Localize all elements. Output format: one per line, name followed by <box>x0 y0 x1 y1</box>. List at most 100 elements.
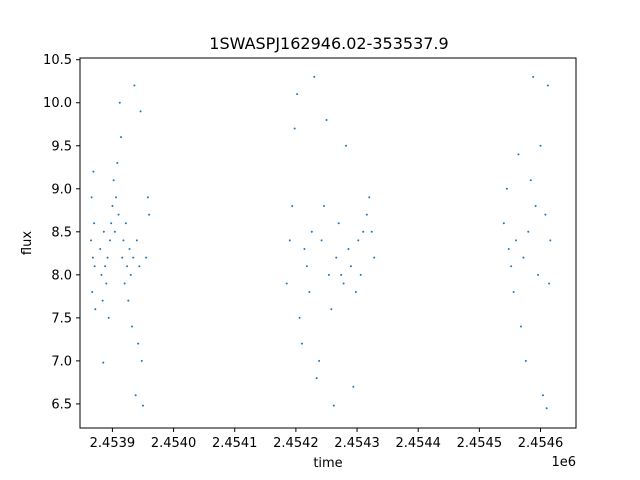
data-point <box>112 179 115 182</box>
data-point <box>519 325 522 328</box>
y-tick-label: 7.0 <box>51 354 72 369</box>
data-point <box>101 299 104 302</box>
data-point <box>106 256 109 259</box>
data-point <box>332 404 335 407</box>
data-point <box>537 273 540 276</box>
data-point <box>130 325 133 328</box>
data-point <box>118 101 121 104</box>
data-point <box>285 282 288 285</box>
x-tick-label: 2.4545 <box>457 436 503 451</box>
data-point <box>303 248 306 251</box>
y-axis-label: flux <box>20 231 35 255</box>
data-point <box>127 299 130 302</box>
data-point <box>129 273 132 276</box>
data-point <box>93 222 96 225</box>
y-axis: 6.5 7.0 7.5 8.0 8.5 9.0 9.5 10.0 10.5 <box>43 53 80 412</box>
data-point <box>362 230 365 233</box>
data-point <box>320 239 323 242</box>
data-point <box>510 265 513 268</box>
data-point <box>145 256 148 259</box>
data-point <box>107 316 110 319</box>
x-tick-label: 2.4544 <box>395 436 441 451</box>
y-tick-label: 10.0 <box>43 96 72 111</box>
data-point <box>507 248 510 251</box>
data-point <box>100 273 103 276</box>
x-offset-label: 1e6 <box>551 455 576 470</box>
data-point <box>524 359 527 362</box>
data-point <box>546 84 549 87</box>
data-point <box>113 230 116 233</box>
data-point <box>548 282 551 285</box>
data-point <box>296 93 299 96</box>
data-point <box>342 282 345 285</box>
data-point <box>301 342 304 345</box>
data-point <box>527 230 530 233</box>
data-point <box>330 308 333 311</box>
data-point <box>370 230 373 233</box>
data-point <box>139 110 142 113</box>
data-point <box>327 273 330 276</box>
chart-title: 1SWASPJ162946.02-353537.9 <box>209 34 448 53</box>
data-point <box>545 407 548 410</box>
data-point <box>544 213 547 216</box>
data-point <box>133 84 136 87</box>
data-point <box>91 256 94 259</box>
data-point <box>94 308 97 311</box>
data-point <box>541 394 544 397</box>
data-point <box>148 213 151 216</box>
y-tick-label: 6.5 <box>51 397 72 412</box>
data-point <box>108 239 111 242</box>
data-point <box>90 239 93 242</box>
data-point <box>110 222 113 225</box>
data-point <box>293 127 296 130</box>
data-point <box>141 404 144 407</box>
data-point <box>352 385 355 388</box>
data-point <box>515 239 518 242</box>
data-point <box>140 359 143 362</box>
x-tick-label: 2.4541 <box>212 436 258 451</box>
x-tick-label: 2.4542 <box>273 436 319 451</box>
data-point <box>305 265 308 268</box>
data-point <box>337 222 340 225</box>
data-point <box>373 256 376 259</box>
data-point <box>313 75 316 78</box>
data-point <box>137 342 140 345</box>
data-point <box>146 196 149 199</box>
data-point <box>102 230 105 233</box>
data-point <box>111 205 114 207</box>
x-axis-label: time <box>313 456 342 471</box>
y-tick-label: 10.5 <box>43 53 72 68</box>
data-point <box>315 377 318 380</box>
data-point <box>93 265 96 268</box>
data-point <box>117 213 120 216</box>
y-tick-label: 9.5 <box>51 139 72 154</box>
data-point <box>532 75 535 78</box>
x-tick-label: 2.4540 <box>151 436 197 451</box>
data-point <box>134 394 137 397</box>
data-point <box>128 248 131 251</box>
data-point <box>102 361 105 364</box>
data-point <box>539 144 542 147</box>
data-point <box>325 118 328 121</box>
data-point <box>517 153 520 156</box>
data-point <box>512 291 515 294</box>
data-point <box>549 239 552 242</box>
data-point <box>288 239 291 242</box>
data-point <box>365 213 368 216</box>
data-point <box>116 161 119 164</box>
data-point <box>124 222 127 225</box>
data-point <box>99 248 102 251</box>
data-point <box>335 256 338 259</box>
data-point <box>135 239 138 242</box>
data-point <box>132 256 135 259</box>
data-point <box>347 248 350 251</box>
data-point <box>534 205 537 207</box>
data-point <box>115 196 118 199</box>
data-point <box>91 291 94 294</box>
x-tick-label: 2.4546 <box>518 436 564 451</box>
data-point <box>298 316 301 319</box>
data-point <box>291 205 294 207</box>
data-point <box>123 282 126 285</box>
data-point <box>138 265 141 268</box>
